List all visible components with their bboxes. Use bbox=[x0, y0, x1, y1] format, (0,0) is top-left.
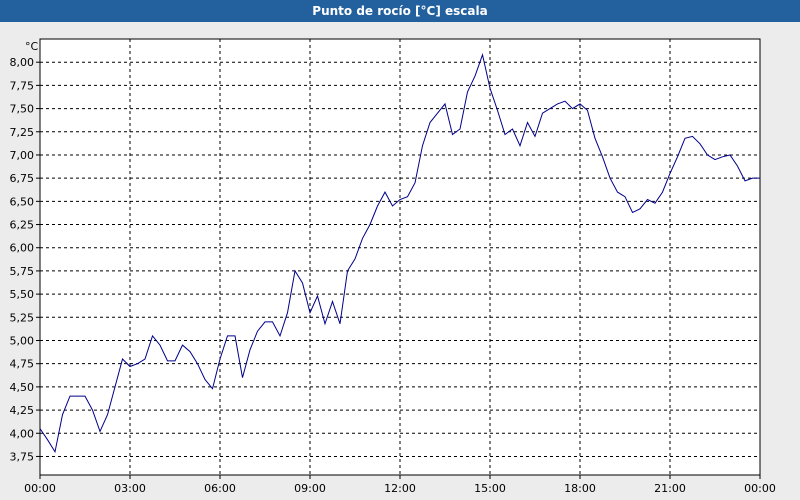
y-tick-label: 5,00 bbox=[10, 334, 35, 347]
chart-area: 3,75 4,00 4,25 4,50 4,75 5,00 5,25 5,50 5,75 6,00… bbox=[10, 38, 785, 500]
series-line bbox=[39, 52, 760, 454]
title-bar bbox=[0, 0, 800, 22]
x-tick-time: 09:00 bbox=[294, 482, 326, 495]
y-tick-label: 4,75 bbox=[10, 358, 35, 371]
y-tick-label: 4,00 bbox=[10, 427, 35, 440]
x-tick-time: 00:00 bbox=[744, 482, 776, 495]
y-tick-label: 7,00 bbox=[10, 149, 35, 162]
x-tick-time: 12:00 bbox=[384, 482, 416, 495]
y-tick-label: 6,00 bbox=[10, 242, 35, 255]
x-axis: 00:0015/02/1203:0015/02/1206:0015/02/120… bbox=[15, 475, 785, 500]
x-tick-time: 06:00 bbox=[204, 482, 236, 495]
y-tick-label: 4,25 bbox=[10, 404, 35, 417]
grid bbox=[40, 39, 760, 475]
x-tick-time: 18:00 bbox=[564, 482, 596, 495]
y-tick-label: 4,50 bbox=[10, 381, 35, 394]
y-axis: 3,75 4,00 4,25 4,50 4,75 5,00 5,25 5,50 5,75 6,00… bbox=[10, 56, 40, 463]
x-tick-time: 00:00 bbox=[24, 482, 56, 495]
y-tick-label: 8,00 bbox=[10, 56, 35, 69]
y-tick-label: 3,75 bbox=[10, 450, 35, 463]
y-axis-unit: °C bbox=[25, 40, 39, 53]
window-title: Punto de rocío [°C] escala bbox=[312, 4, 488, 18]
y-tick-label: 6,25 bbox=[10, 219, 35, 232]
y-tick-label: 5,75 bbox=[10, 265, 35, 278]
x-tick-time: 15:00 bbox=[474, 482, 506, 495]
y-tick-label: 6,50 bbox=[10, 195, 35, 208]
y-tick-label: 5,25 bbox=[10, 311, 35, 324]
x-tick-time: 21:00 bbox=[654, 482, 686, 495]
y-tick-label: 5,50 bbox=[10, 288, 35, 301]
y-tick-label: 6,75 bbox=[10, 172, 35, 185]
x-tick-time: 03:00 bbox=[114, 482, 146, 495]
y-tick-label: 7,50 bbox=[10, 103, 35, 116]
y-tick-label: 7,75 bbox=[10, 79, 35, 92]
y-tick-label: 7,25 bbox=[10, 126, 35, 139]
